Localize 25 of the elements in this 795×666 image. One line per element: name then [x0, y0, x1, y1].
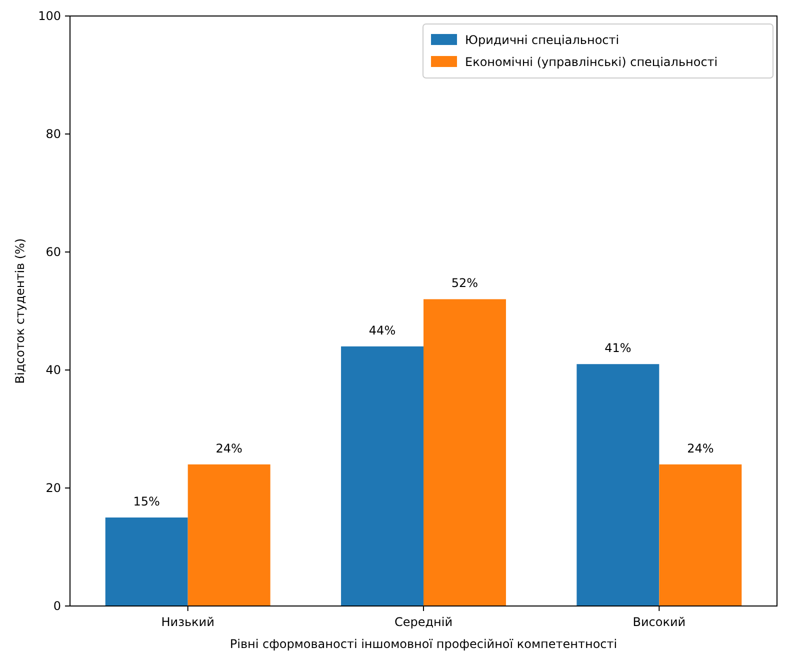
- y-tick-label: 0: [53, 599, 61, 614]
- y-tick-label: 60: [46, 245, 61, 260]
- legend-label: Юридичні спеціальності: [465, 33, 620, 47]
- bar: [341, 346, 424, 606]
- data-label: 41%: [604, 341, 632, 356]
- bar: [105, 518, 188, 606]
- bar: [424, 299, 506, 606]
- y-tick-label: 100: [38, 9, 61, 24]
- x-tick-label: Середній: [394, 615, 453, 629]
- y-axis-title: Відсоток студентів (%): [13, 238, 27, 384]
- bar: [188, 464, 270, 606]
- data-label: 44%: [368, 323, 396, 338]
- data-label: 24%: [216, 441, 242, 456]
- y-tick-label: 20: [46, 481, 61, 496]
- y-tick-label: 80: [46, 127, 61, 142]
- legend-label: Економічні (управлінські) спеціальності: [465, 55, 718, 69]
- x-tick-label: Високий: [632, 615, 686, 629]
- x-tick-label: Низький: [161, 615, 214, 629]
- x-axis-title: Рівні сформованості іншомовної професійної компетентності: [230, 637, 618, 651]
- y-tick-label: 40: [46, 363, 61, 378]
- bar: [576, 364, 660, 606]
- data-label: 52%: [451, 276, 478, 290]
- data-label: 15%: [133, 494, 160, 508]
- data-label: 24%: [687, 441, 714, 456]
- bar: [659, 464, 742, 606]
